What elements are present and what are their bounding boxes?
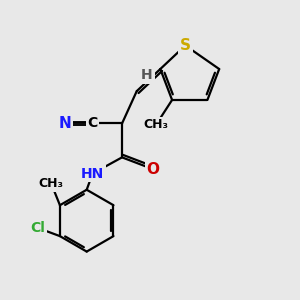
Text: N: N (58, 116, 71, 131)
Text: CH₃: CH₃ (39, 177, 64, 190)
Text: H: H (141, 68, 153, 82)
Text: CH₃: CH₃ (143, 118, 168, 131)
Text: Cl: Cl (31, 221, 46, 235)
Text: HN: HN (81, 167, 104, 181)
Text: C: C (88, 116, 98, 130)
Text: O: O (146, 162, 159, 177)
Text: S: S (180, 38, 191, 53)
